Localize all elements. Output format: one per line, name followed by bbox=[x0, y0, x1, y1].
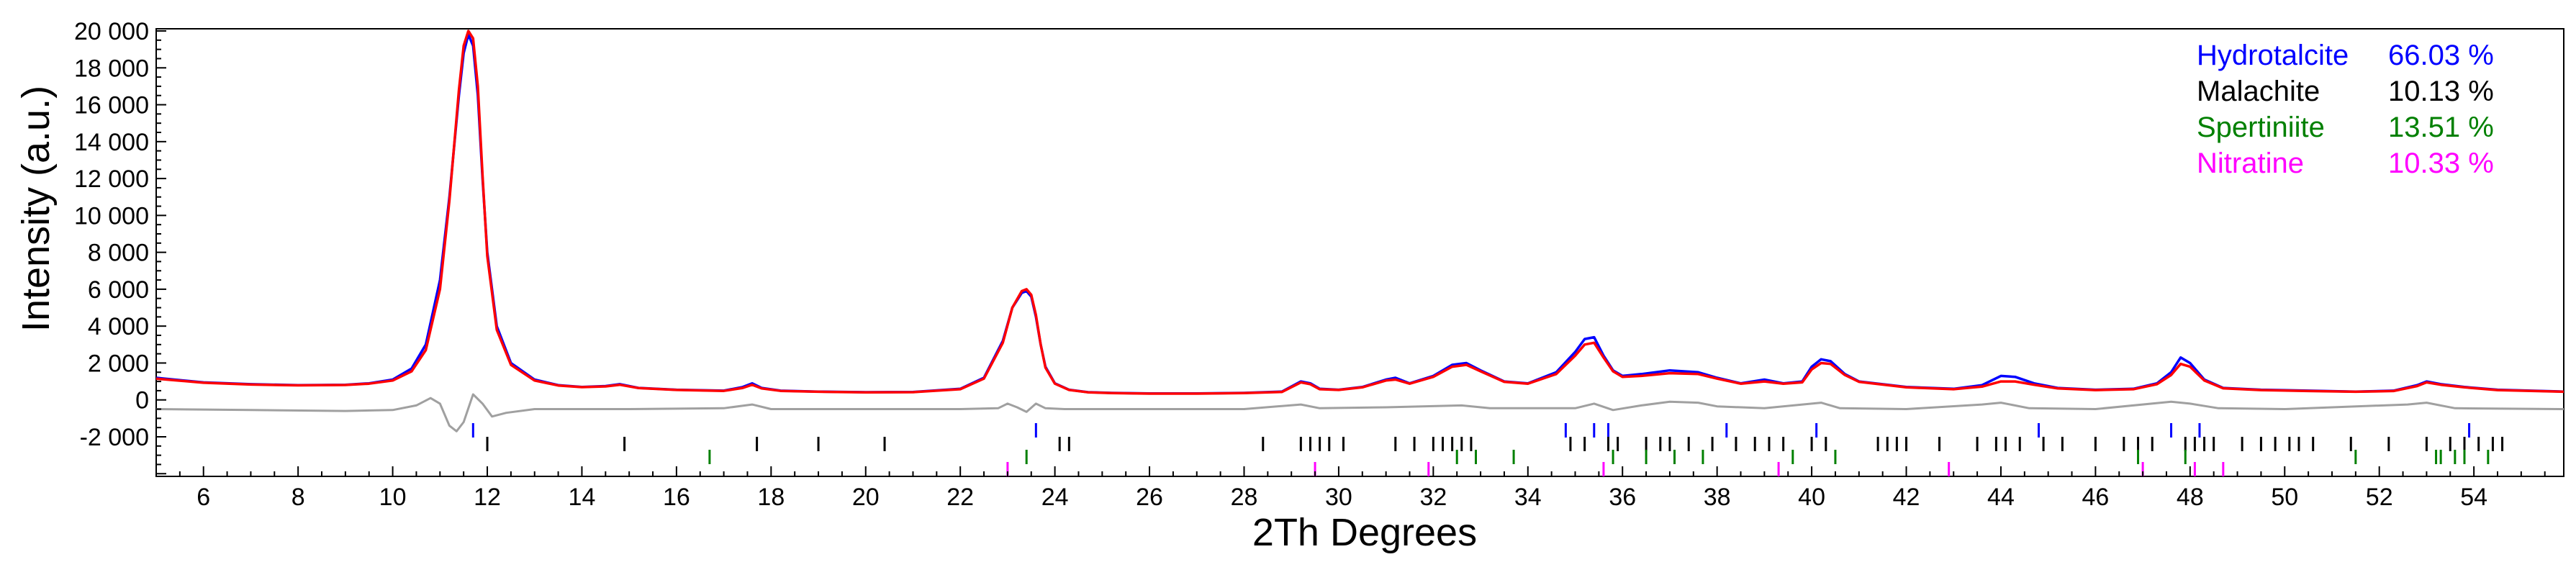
y-tick-label: 12 000 bbox=[74, 166, 149, 193]
x-tick-label: 28 bbox=[1231, 484, 1258, 511]
x-tick-label: 18 bbox=[757, 484, 785, 511]
legend-name-nitratine: Nitratine bbox=[2197, 148, 2304, 179]
x-tick-label: 20 bbox=[852, 484, 880, 511]
x-tick-label: 12 bbox=[474, 484, 501, 511]
y-tick-label: 14 000 bbox=[74, 129, 149, 156]
x-tick-label: 30 bbox=[1325, 484, 1352, 511]
legend-value-hydrotalcite: 66.03 % bbox=[2388, 40, 2494, 71]
x-tick-label: 10 bbox=[379, 484, 407, 511]
x-tick-label: 24 bbox=[1041, 484, 1069, 511]
legend-value-nitratine: 10.33 % bbox=[2388, 148, 2494, 179]
y-tick-label: 10 000 bbox=[74, 202, 149, 230]
legend-name-malachite: Malachite bbox=[2197, 76, 2320, 107]
x-tick-label: 36 bbox=[1609, 484, 1636, 511]
x-tick-label: 44 bbox=[1987, 484, 2015, 511]
legend-name-hydrotalcite: Hydrotalcite bbox=[2197, 40, 2349, 71]
legend: Hydrotalcite 66.03 % Malachite 10.13 % Spert… bbox=[2197, 40, 2494, 179]
y-tick-label: 6 000 bbox=[88, 276, 149, 304]
y-tick-label: 4 000 bbox=[88, 313, 149, 340]
series-difference-line bbox=[155, 393, 2564, 432]
x-tick-label: 48 bbox=[2177, 484, 2204, 511]
x-tick-label: 22 bbox=[946, 484, 974, 511]
y-tick-label: 8 000 bbox=[88, 240, 149, 267]
y-tick-label: 18 000 bbox=[74, 55, 149, 82]
y-tick-label: 0 bbox=[135, 387, 149, 414]
y-tick-label: 20 000 bbox=[74, 18, 149, 45]
y-axis-title: Intensity (a.u.) bbox=[14, 86, 58, 332]
series-layer bbox=[155, 30, 2564, 432]
x-tick-label: 42 bbox=[1893, 484, 1920, 511]
legend-value-spertiniite: 13.51 % bbox=[2388, 112, 2494, 143]
x-tick-label: 14 bbox=[569, 484, 596, 511]
x-axis-title: 2Th Degrees bbox=[1252, 511, 1477, 554]
reflection-ticks bbox=[471, 423, 2504, 476]
x-axis: 6 8 10 12 14 16 18 20 22 24 26 28 30 32 34 36 38 40 42 44 46… bbox=[155, 466, 2546, 511]
x-tick-label: 34 bbox=[1514, 484, 1542, 511]
x-tick-label: 54 bbox=[2460, 484, 2487, 511]
x-tick-label: 50 bbox=[2271, 484, 2298, 511]
x-tick-label: 6 bbox=[196, 484, 210, 511]
y-tick-label: -2 000 bbox=[80, 424, 149, 451]
legend-value-malachite: 10.13 % bbox=[2388, 76, 2494, 107]
x-tick-label: 40 bbox=[1798, 484, 1825, 511]
y-tick-label: 16 000 bbox=[74, 92, 149, 119]
x-tick-label: 26 bbox=[1136, 484, 1163, 511]
x-tick-label: 32 bbox=[1419, 484, 1447, 511]
y-tick-label: 2 000 bbox=[88, 350, 149, 377]
x-tick-label: 16 bbox=[663, 484, 690, 511]
x-tick-label: 38 bbox=[1704, 484, 1731, 511]
x-tick-label: 46 bbox=[2082, 484, 2109, 511]
x-tick-label: 8 bbox=[292, 484, 305, 511]
legend-name-spertiniite: Spertiniite bbox=[2197, 112, 2325, 143]
series-calculated-line bbox=[155, 30, 2564, 395]
y-axis: -2 000 0 2 000 4 000 6 000 8 000 10 000 12 000 1… bbox=[74, 18, 166, 475]
x-tick-label: 52 bbox=[2366, 484, 2393, 511]
